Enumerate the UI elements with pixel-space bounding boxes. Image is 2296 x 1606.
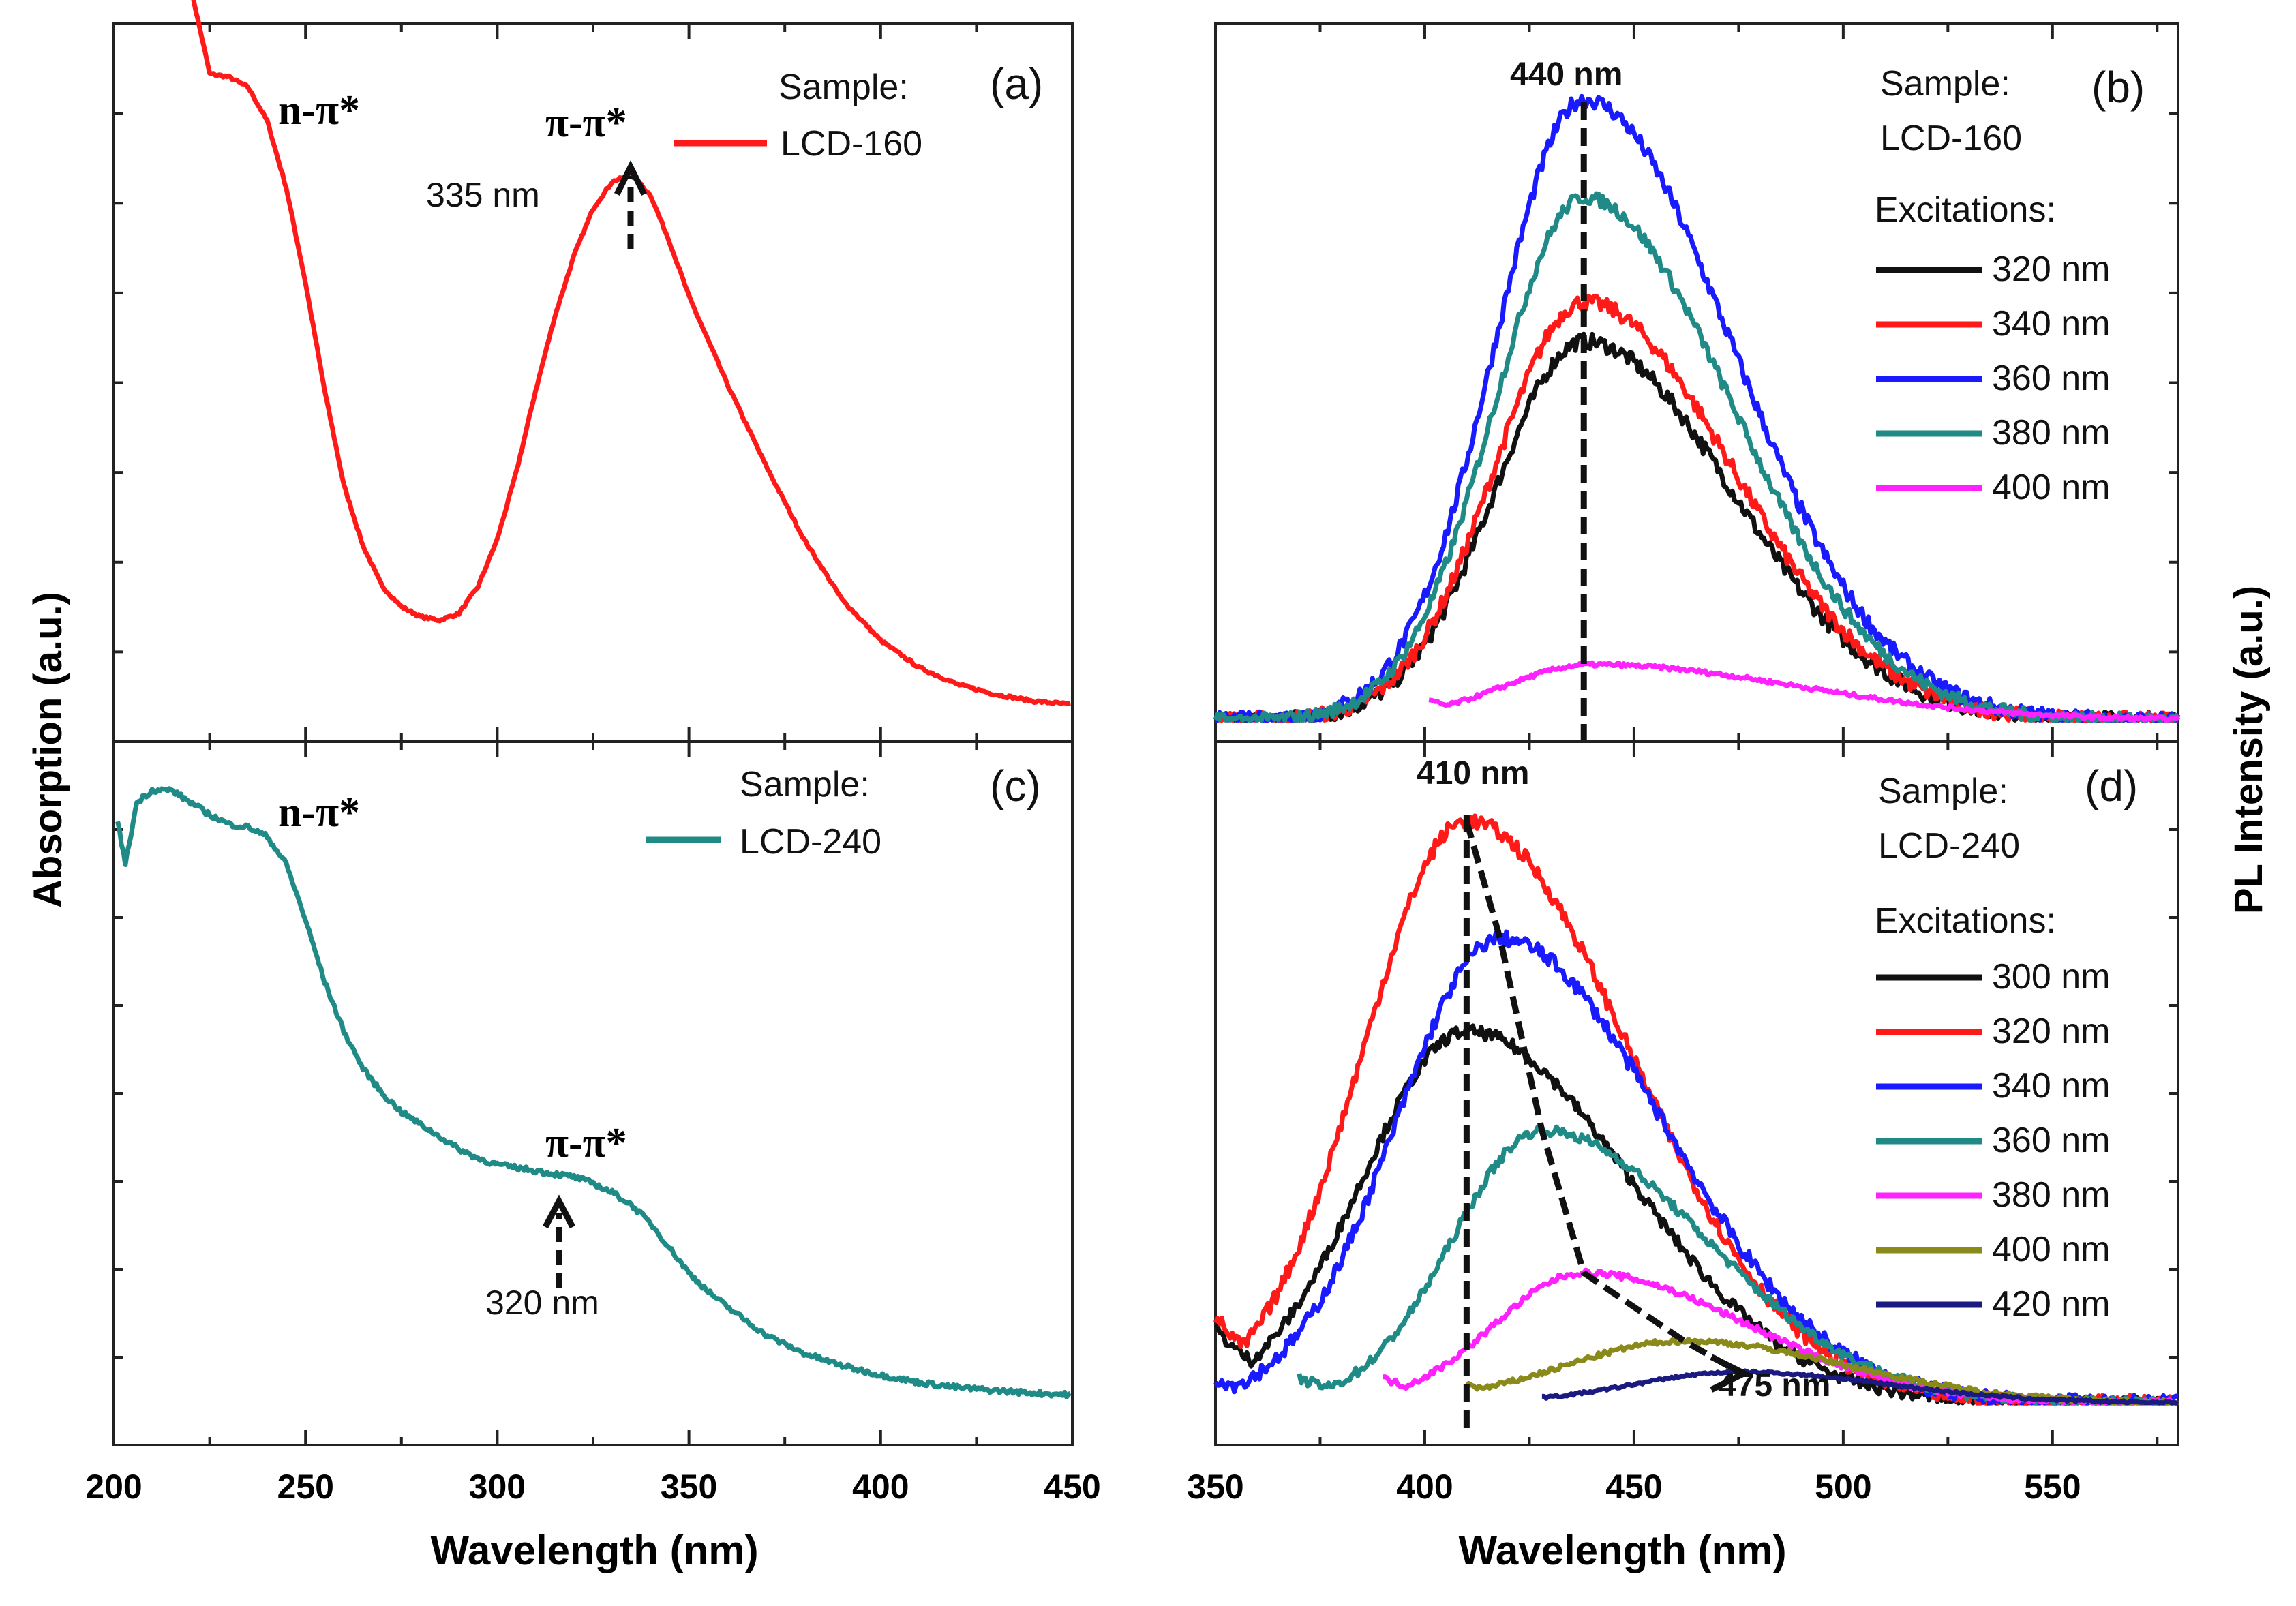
legend-a-label: LCD-160	[781, 124, 922, 164]
legend-entry-label: 340 nm	[1992, 304, 2110, 344]
annot-a-pi-pi: π-π*	[545, 100, 627, 146]
plot-frame-c	[112, 740, 1074, 1446]
legend-entry-label: 380 nm	[1992, 413, 2110, 453]
panel-d-legend: 410 nm 475 nm (d) Sample: LCD-240 Excita…	[1417, 755, 2138, 1404]
panel-b-legend: 440 nm (b) Sample: LCD-160 Excitations: …	[1510, 57, 2145, 507]
legend-c-title: Sample:	[740, 765, 870, 804]
panel-d-label: (d)	[2085, 761, 2138, 810]
series-d-420-nm	[1541, 1368, 2179, 1406]
series-c-LCD-240	[115, 786, 1072, 1399]
legend-entry-label: 360 nm	[1992, 1121, 2110, 1160]
annot-c-pi-pi: π-π*	[545, 1120, 627, 1166]
x-tick-label-d: 350	[1187, 1468, 1243, 1506]
arrow-a-head	[614, 160, 648, 196]
legend-b-subtitle: LCD-160	[1880, 119, 2022, 158]
panel-a-legend: Sample: LCD-160 (a) n-π* π-π* 335 nm	[278, 59, 1043, 249]
legend-entry-label: 300 nm	[1992, 957, 2110, 997]
x-tick-label-c: 300	[469, 1468, 526, 1506]
left-ylabel: Absorption (a.u.)	[26, 592, 70, 908]
peak-shift-arrow-d	[1463, 820, 1740, 1375]
x-tick-label-d: 500	[1815, 1468, 1871, 1506]
right-ylabel: PL Intensity (a.u.)	[2226, 586, 2271, 914]
x-tick-label-d: 550	[2024, 1468, 2081, 1506]
annot-b-peak: 440 nm	[1510, 57, 1622, 93]
series-b-400-nm	[1428, 660, 2180, 723]
annot-c-peak: 320 nm	[485, 1284, 599, 1322]
legend-b-title: Sample:	[1880, 64, 2010, 104]
panel-a-label: (a)	[990, 59, 1043, 108]
x-tick-label-c: 400	[852, 1468, 909, 1506]
annot-a-n-pi: n-π*	[278, 87, 360, 134]
x-tick-label-c: 200	[85, 1468, 142, 1506]
legend-entry-label: 380 nm	[1992, 1175, 2110, 1215]
x-tick-label-d: 400	[1396, 1468, 1453, 1506]
legend-d-excitations: Excitations:	[1875, 901, 2056, 941]
left-xlabel: Wavelength (nm)	[430, 1528, 758, 1573]
peak-shift-arrowhead-d	[1710, 1354, 1751, 1393]
legend-d-subtitle: LCD-240	[1878, 826, 2020, 866]
annot-d-peak-end: 475 nm	[1718, 1367, 1830, 1404]
annot-a-peak: 335 nm	[426, 176, 540, 214]
arrow-c-head	[543, 1194, 575, 1229]
legend-c-label: LCD-240	[740, 822, 881, 862]
legend-entry-label: 320 nm	[1992, 1012, 2110, 1051]
right-xlabel: Wavelength (nm)	[1458, 1528, 1786, 1573]
panel-c-label: (c)	[990, 761, 1041, 810]
x-tick-label-c: 450	[1044, 1468, 1100, 1506]
panel-c: 200 250 300 350 400 450	[85, 740, 1101, 1506]
legend-entry-label: 360 nm	[1992, 359, 2110, 398]
series-d-340-nm	[1213, 929, 2179, 1406]
x-tick-label-d: 450	[1605, 1468, 1662, 1506]
panel-c-legend: Sample: LCD-240 (c) n-π* π-π* 320 nm	[278, 761, 1041, 1322]
legend-a-title: Sample:	[779, 67, 909, 107]
legend-d-entries: 300 nm 320 nm 340 nm 360 nm 380 nm 400 nm 420 …	[1876, 957, 2110, 1324]
panel-d: 350 400 450 500 550	[1187, 740, 2179, 1506]
legend-entry-label: 400 nm	[1992, 468, 2110, 507]
legend-b-excitations: Excitations:	[1875, 190, 2056, 230]
legend-d-title: Sample:	[1878, 772, 2008, 811]
x-tick-label-c: 250	[277, 1468, 333, 1506]
legend-entry-label: 400 nm	[1992, 1230, 2110, 1269]
x-tick-label-c: 350	[661, 1468, 717, 1506]
legend-entry-label: 420 nm	[1992, 1284, 2110, 1324]
annot-d-peak-start: 410 nm	[1417, 755, 1529, 791]
panel-b-label: (b)	[2091, 63, 2145, 112]
legend-b-entries: 320 nm 340 nm 360 nm 380 nm 400 nm	[1876, 249, 2110, 507]
legend-entry-label: 320 nm	[1992, 249, 2110, 289]
annot-c-n-pi: n-π*	[278, 789, 360, 836]
legend-entry-label: 340 nm	[1992, 1066, 2110, 1106]
